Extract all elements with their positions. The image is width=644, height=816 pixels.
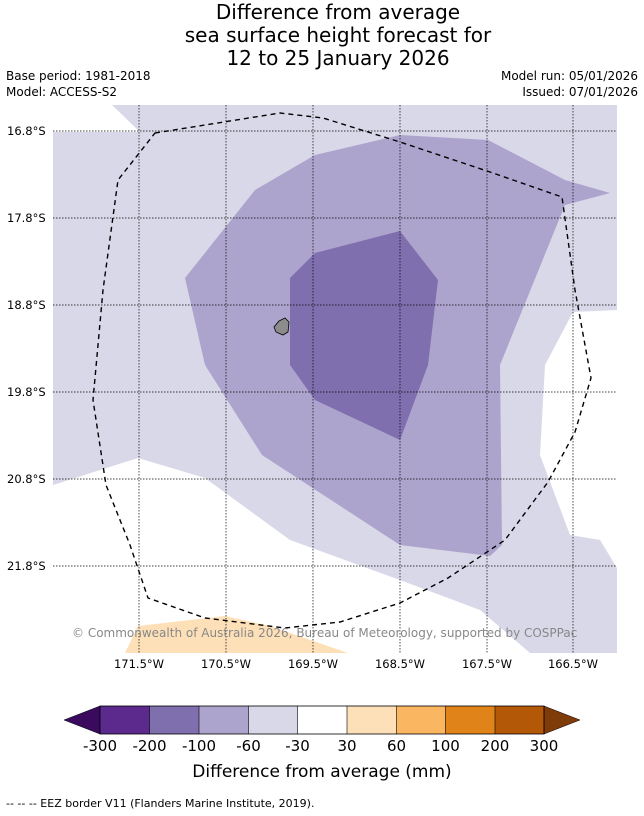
colorbar-title: Difference from average (mm) <box>192 762 452 782</box>
latitude-label: 18.8°S <box>7 298 46 312</box>
neutral-region-east <box>540 310 617 568</box>
colorbar-label: -30 <box>285 737 310 755</box>
base-period: Base period: 1981-2018 <box>6 69 151 83</box>
colorbar-bin <box>495 706 544 734</box>
colorbar-bin <box>100 706 150 734</box>
longitude-label: 169.5°W <box>287 657 339 671</box>
colorbar-bin <box>297 706 347 734</box>
colorbar-bin <box>199 706 249 734</box>
colorbar-bin <box>149 706 199 734</box>
island-niue <box>273 317 290 336</box>
anomaly-region-positive <box>125 616 348 653</box>
longitude-label: 167.5°W <box>461 657 513 671</box>
latitude-label: 16.8°S <box>7 124 46 138</box>
colorbar-label: 100 <box>431 737 460 755</box>
map-title-line-3: 12 to 25 January 2026 <box>226 46 450 70</box>
colorbar-bin <box>445 706 495 734</box>
map-title-line-1: Difference from average <box>215 0 461 24</box>
colorbar-bin <box>347 706 397 734</box>
latitude-label: 20.8°S <box>7 472 46 486</box>
eez-border <box>92 112 592 629</box>
colorbar-label: 300 <box>529 737 559 755</box>
anomaly-region-dark <box>290 231 438 440</box>
colorbar-extend-low <box>63 705 101 735</box>
colorbar <box>63 705 581 735</box>
colorbar-label: 30 <box>337 737 357 755</box>
longitude-label: 171.5°W <box>113 657 165 671</box>
latitude-label: 21.8°S <box>7 559 46 573</box>
colorbar-extend-high <box>543 705 581 735</box>
colorbar-label: -100 <box>181 737 217 755</box>
model-run: Model run: 05/01/2026 <box>500 69 638 83</box>
graticule <box>53 105 617 653</box>
longitude-label: 166.5°W <box>547 657 599 671</box>
eez-footnote: -- -- -- EEZ border V11 (Flanders Marine… <box>6 797 315 810</box>
longitude-label: 168.5°W <box>374 657 426 671</box>
neutral-corner-nw <box>53 105 140 132</box>
neutral-region-south <box>53 458 530 653</box>
latitude-label: 17.8°S <box>7 211 46 225</box>
model-name: Model: ACCESS-S2 <box>6 85 118 99</box>
anomaly-strip-north <box>53 105 617 130</box>
colorbar-label: -200 <box>132 737 167 755</box>
colorbar-label: -60 <box>236 737 261 755</box>
issued-date: Issued: 07/01/2026 <box>522 85 638 99</box>
colorbar-label: -300 <box>82 737 118 755</box>
longitude-label: 170.5°W <box>200 657 252 671</box>
copyright-notice: © Commonwealth of Australia 2026, Bureau… <box>72 626 578 640</box>
colorbar-bin <box>248 706 298 734</box>
colorbar-label: 200 <box>480 737 510 755</box>
latitude-label: 19.8°S <box>7 385 46 399</box>
colorbar-bin <box>396 706 446 734</box>
colorbar-label: 60 <box>386 737 407 755</box>
map-title-line-2: sea surface height forecast for <box>184 23 492 47</box>
